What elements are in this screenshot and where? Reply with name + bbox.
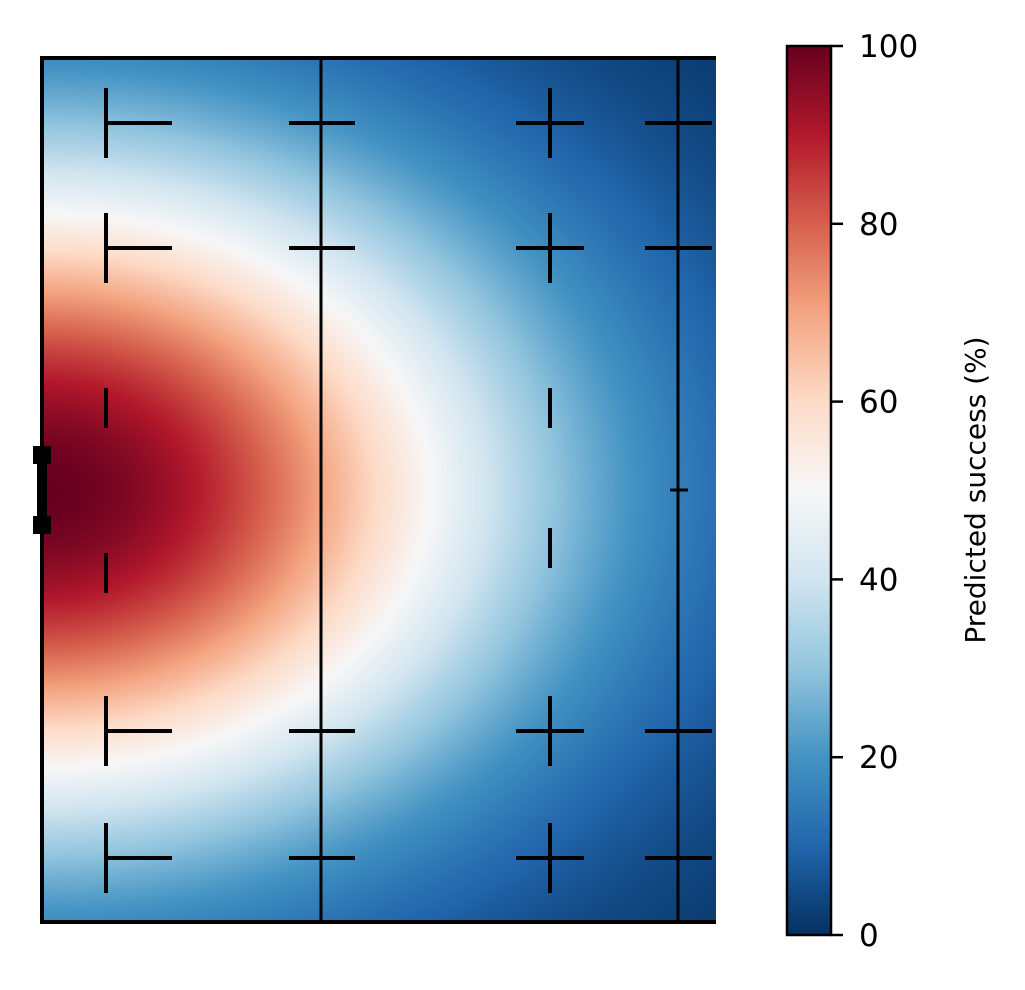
colorbar-tick-label-80: 80 (859, 207, 898, 243)
colorbar-ticks: 0 20 40 60 80 100 (831, 29, 918, 954)
pitch-lines (319, 58, 688, 922)
colorbar-tick-label-20: 20 (859, 740, 898, 776)
field-markers (104, 88, 712, 893)
colorbar-frame (785, 44, 833, 937)
colorbar-tick-label-40: 40 (859, 562, 898, 598)
heatmap-layer (42, 58, 716, 922)
colorbar-tick-label-100: 100 (859, 29, 918, 65)
colorbar-label: Predicted success (%) (959, 336, 992, 643)
colorbar-tick-label-0: 0 (859, 918, 879, 954)
colorbar-tick-label-60: 60 (859, 385, 898, 421)
colorbar-gradient (787, 46, 831, 935)
colorbar: 0 20 40 60 80 100 Predicted success (%) (785, 29, 992, 954)
plot-frame (40, 56, 716, 924)
heatmap-image (42, 58, 716, 922)
